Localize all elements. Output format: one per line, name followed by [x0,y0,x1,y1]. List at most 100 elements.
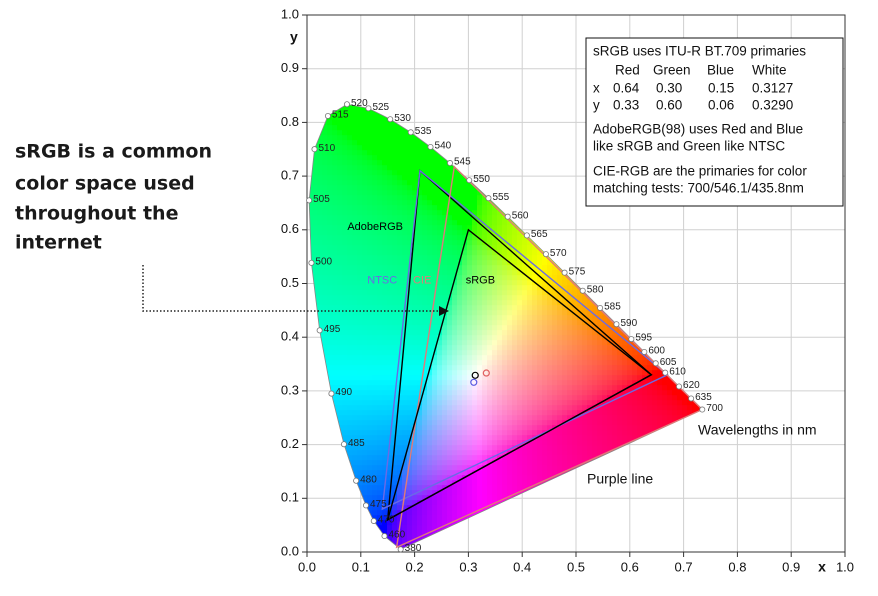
gamut-cell [357,225,363,231]
gamut-cell [492,330,498,336]
gamut-cell [412,325,418,331]
gamut-cell [322,245,328,251]
gamut-cell [322,265,328,271]
gamut-cell [387,325,393,331]
gamut-cell [467,445,473,451]
gamut-cell [552,360,558,366]
gamut-cell [532,245,538,251]
gamut-cell [432,185,438,191]
gamut-cell [322,310,328,316]
gamut-cell [452,175,458,181]
gamut-cell [487,290,493,296]
gamut-cell [327,170,333,176]
gamut-cell [397,410,403,416]
gamut-cell [557,370,563,376]
gamut-cell [567,385,573,391]
gamut-cell [427,285,433,291]
gamut-cell [382,195,388,201]
gamut-cell [522,325,528,331]
gamut-cell [497,415,503,421]
gamut-cell [342,330,348,336]
gamut-cell [522,385,528,391]
gamut-cell [437,480,443,486]
gamut-cell [327,330,333,336]
gamut-cell [372,300,378,306]
gamut-cell [412,535,418,541]
gamut-cell [462,200,468,206]
gamut-cell [407,220,413,226]
gamut-cell [397,130,403,136]
gamut-cell [422,300,428,306]
gamut-cell [482,420,488,426]
gamut-cell [432,445,438,451]
gamut-cell [537,360,543,366]
gamut-cell [427,165,433,171]
gamut-cell [362,435,368,441]
gamut-cell [447,490,453,496]
gamut-cell [442,490,448,496]
gamut-cell [472,285,478,291]
gamut-cell [352,210,358,216]
gamut-cell [522,440,528,446]
gamut-cell [337,375,343,381]
gamut-cell [402,215,408,221]
gamut-cell [402,130,408,136]
gamut-cell [337,160,343,166]
gamut-cell [477,375,483,381]
gamut-cell [427,240,433,246]
gamut-cell [492,360,498,366]
gamut-cell [467,415,473,421]
gamut-cell [432,420,438,426]
gamut-cell [457,445,463,451]
gamut-cell [317,180,323,186]
gamut-cell [357,145,363,151]
gamut-cell [417,195,423,201]
gamut-cell [447,380,453,386]
gamut-cell [517,430,523,436]
gamut-cell [377,165,383,171]
gamut-cell [532,340,538,346]
gamut-cell [437,360,443,366]
gamut-cell [472,390,478,396]
gamut-cell [462,215,468,221]
gamut-cell [472,300,478,306]
gamut-cell [552,400,558,406]
gamut-cell [347,385,353,391]
gamut-cell [372,230,378,236]
gamut-cell [397,405,403,411]
gamut-cell [467,485,473,491]
gamut-cell [417,525,423,531]
gamut-cell [407,445,413,451]
gamut-cell [417,485,423,491]
gamut-cell [312,275,318,281]
gamut-cell [417,310,423,316]
gamut-cell [462,350,468,356]
gamut-cell [517,365,523,371]
gamut-cell [562,330,568,336]
gamut-cell [322,255,328,261]
gamut-cell [407,535,413,541]
gamut-cell [387,230,393,236]
gamut-cell [442,345,448,351]
gamut-cell [402,270,408,276]
gamut-cell [442,525,448,531]
gamut-cell [362,295,368,301]
gamut-cell [542,275,548,281]
gamut-cell [387,170,393,176]
gamut-cell [377,125,383,131]
gamut-cell [457,230,463,236]
gamut-cell [542,425,548,431]
gamut-cell [507,235,513,241]
gamut-cell [332,280,338,286]
gamut-cell [487,485,493,491]
gamut-cell [532,430,538,436]
gamut-cell [467,425,473,431]
gamut-cell [427,465,433,471]
gamut-cell [472,325,478,331]
gamut-cell [432,270,438,276]
gamut-cell [517,260,523,266]
gamut-cell [437,470,443,476]
gamut-cell [492,220,498,226]
gamut-cell [372,110,378,116]
gamut-cell [427,375,433,381]
